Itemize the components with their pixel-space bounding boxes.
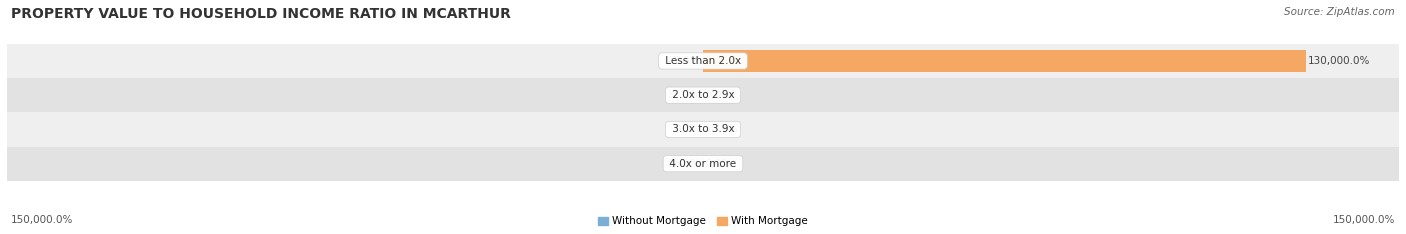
Text: 36.8%: 36.8% bbox=[668, 159, 700, 169]
Text: PROPERTY VALUE TO HOUSEHOLD INCOME RATIO IN MCARTHUR: PROPERTY VALUE TO HOUSEHOLD INCOME RATIO… bbox=[11, 7, 512, 21]
Text: Less than 2.0x: Less than 2.0x bbox=[662, 56, 744, 66]
Text: 0.0%: 0.0% bbox=[675, 124, 702, 135]
Text: 4.0x or more: 4.0x or more bbox=[666, 159, 740, 169]
Text: 150,000.0%: 150,000.0% bbox=[1333, 215, 1395, 225]
Text: Source: ZipAtlas.com: Source: ZipAtlas.com bbox=[1284, 7, 1395, 17]
Bar bbox=[7, 112, 1399, 146]
Text: 150,000.0%: 150,000.0% bbox=[11, 215, 73, 225]
Bar bbox=[7, 78, 1399, 112]
Text: 2.0x to 2.9x: 2.0x to 2.9x bbox=[669, 90, 737, 100]
Bar bbox=[703, 50, 1306, 72]
Text: 27.9%: 27.9% bbox=[668, 56, 700, 66]
Legend: Without Mortgage, With Mortgage: Without Mortgage, With Mortgage bbox=[593, 212, 813, 231]
Text: 3.0x to 3.9x: 3.0x to 3.9x bbox=[669, 124, 737, 135]
Text: 35.3%: 35.3% bbox=[668, 90, 700, 100]
Bar bbox=[7, 44, 1399, 78]
Text: 20.5%: 20.5% bbox=[706, 124, 738, 135]
Text: 0.0%: 0.0% bbox=[704, 159, 731, 169]
Bar bbox=[7, 146, 1399, 181]
Text: 130,000.0%: 130,000.0% bbox=[1308, 56, 1371, 66]
Text: 0.0%: 0.0% bbox=[704, 90, 731, 100]
